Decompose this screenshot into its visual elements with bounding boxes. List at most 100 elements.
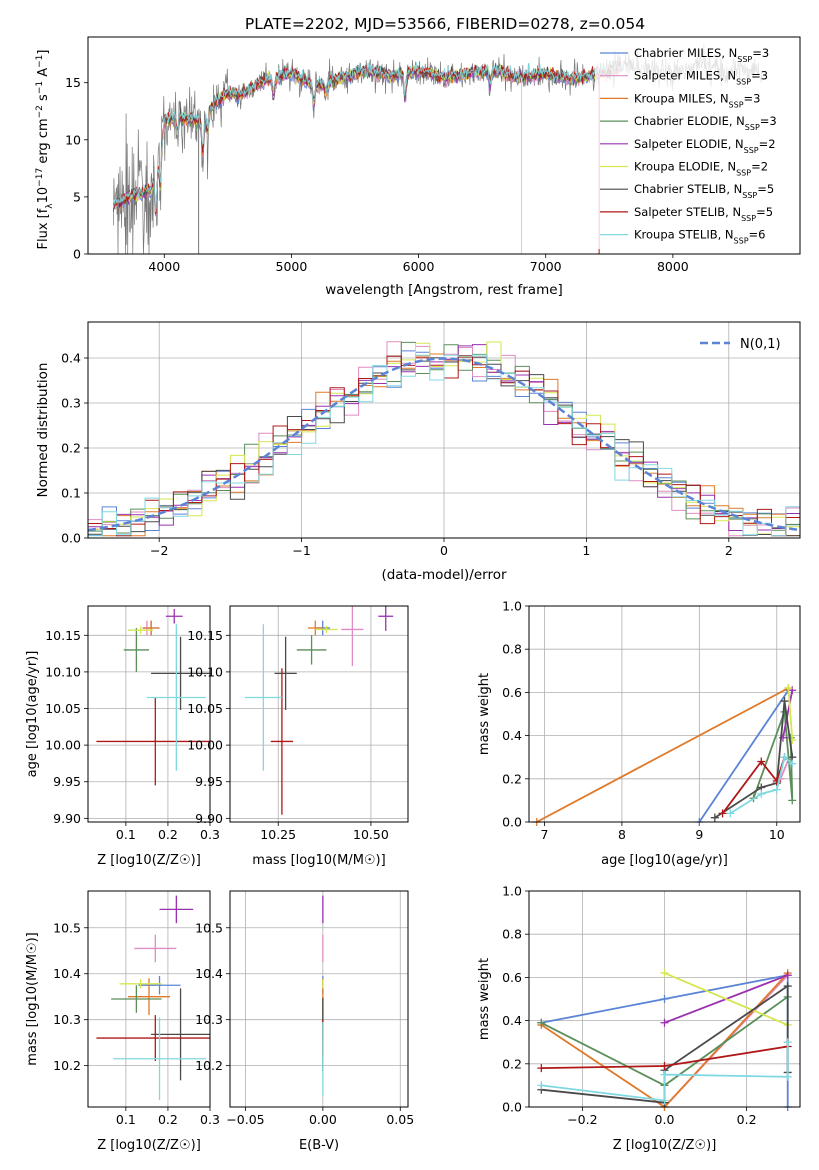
errorbar-point [96, 697, 210, 786]
legend-label-part: =6 [749, 228, 766, 242]
y-axis-label-part: −1 [35, 81, 45, 94]
y-tick-label: 0.0 [502, 1100, 522, 1115]
mass-weight-marker [537, 1018, 546, 1027]
legend-label-part: =3 [752, 46, 769, 60]
legend-label-part: SSP [736, 77, 751, 86]
mass-weight-marker [660, 1018, 669, 1027]
y-tick-label: 1.0 [502, 599, 522, 614]
legend-label-part: =2 [759, 137, 776, 151]
y-axis-label: mass [log10(M/M☉)] [25, 932, 40, 1065]
y-tick-label: 10.15 [187, 628, 223, 643]
mass-weight-marker [660, 1061, 669, 1070]
y-axis-label: age [log10(age/yr)] [25, 651, 40, 778]
y-tick-label: 5 [73, 189, 81, 204]
mass-weight-line [540, 972, 789, 1107]
y-tick-label: 10.4 [195, 966, 223, 981]
legend-label-part: SSP [742, 191, 757, 200]
legend-label: Salpeter ELODIE, NSSP=2 [634, 137, 776, 155]
y-axis-label-part: ] [36, 50, 51, 55]
legend-label-part: Kroupa STELIB, N [634, 228, 734, 242]
x-tick-label: 0.3 [200, 1112, 220, 1127]
legend-label-part: =3 [744, 91, 761, 105]
x-tick-label: −0.05 [226, 1112, 264, 1127]
errorbar-point [151, 988, 210, 1081]
y-axis-label-part: Flux [f [36, 208, 51, 249]
mass-weight-marker [783, 1072, 792, 1081]
errorbar-point [134, 934, 177, 963]
mass-weight-marker [772, 785, 781, 794]
errorbar-point [113, 1017, 206, 1101]
legend-label-part: Chabrier ELODIE, N [634, 114, 745, 128]
figure-title: PLATE=2202, MJD=53566, FIBERID=0278, z=0… [245, 15, 645, 33]
legend-label-part: Salpeter STELIB, N [634, 205, 741, 219]
x-axis-label: Z [log10(Z/Z☉)] [97, 853, 201, 868]
legend-label-part: =3 [760, 114, 777, 128]
x-tick-label: −2 [150, 543, 168, 558]
x-tick-label: 0.1 [116, 827, 136, 842]
y-tick-label: 10.00 [45, 738, 81, 753]
y-tick-label: 0.0 [61, 531, 81, 546]
y-tick-label: 0.2 [502, 771, 522, 786]
legend-label-part: Salpeter ELODIE, N [634, 137, 744, 151]
x-tick-label: 6000 [403, 259, 435, 274]
mass-vs-Z-panel: 0.1 0.2 0.3 10.2 10.3 10.4 10.5 Z [log10(Z/Z☉)]… [25, 890, 220, 1153]
mass-weight-line [752, 711, 794, 801]
legend-label-part: Salpeter MILES, N [634, 69, 736, 83]
y-tick-label: 10.5 [53, 920, 81, 935]
x-tick-label: 10.25 [260, 827, 296, 842]
y-tick-label: 10.05 [45, 701, 81, 716]
legend-label: Kroupa ELODIE, NSSP=2 [634, 160, 768, 178]
legend-label: Kroupa STELIB, NSSP=6 [634, 228, 765, 246]
y-tick-label: 10.2 [53, 1058, 81, 1073]
errorbar-point [165, 608, 183, 624]
x-tick-label: 0.2 [158, 1112, 178, 1127]
y-tick-label: 0 [73, 247, 81, 262]
mass-weight-marker [788, 796, 797, 805]
legend-label-part: SSP [744, 145, 759, 154]
legend-label-part: =5 [756, 205, 773, 219]
y-tick-label: 0.1 [61, 486, 81, 501]
mass-vs-EBV-panel: −0.05 0.00 0.05 10.2 10.3 10.4 10.5 E(B-V) [195, 890, 414, 1153]
y-tick-label: 10.3 [53, 1012, 81, 1027]
weight-vs-age-panel: 7 8 9 10 0.0 0.2 0.4 0.6 0.8 1.0 age [log10(age/yr… [477, 599, 801, 868]
axes-frame [87, 36, 801, 255]
legend-label: Chabrier ELODIE, NSSP=3 [634, 114, 777, 132]
x-axis-label: Z [log10(Z/Z☉)] [97, 1138, 201, 1153]
axes-frame [229, 605, 409, 823]
legend-label: Salpeter MILES, NSSP=3 [634, 69, 768, 87]
errorbar-point [341, 606, 364, 667]
x-tick-label: 10 [769, 827, 785, 842]
legend-label: Chabrier STELIB, NSSP=5 [634, 182, 774, 200]
y-tick-label: 9.90 [53, 811, 81, 826]
mass-weight-line [664, 972, 789, 1026]
mass-weight-marker [783, 982, 792, 991]
mass-weight-line [698, 689, 790, 822]
errorbar-point [159, 895, 194, 924]
x-axis-label: wavelength [Angstrom, rest frame] [325, 282, 563, 298]
y-axis-label: Flux [fλ10−17 erg cm−2 s−1 A−1] [35, 50, 55, 250]
axes-frame [528, 890, 801, 1108]
y-tick-label: 10.15 [45, 628, 81, 643]
x-tick-label: 0 [440, 543, 448, 558]
legend-label-part: =5 [757, 182, 774, 196]
age-vs-mass-panel: 10.25 10.50 9.90 9.95 10.00 10.05 10.10 10.15 ma… [187, 605, 409, 868]
y-axis-label-part: −17 [35, 168, 45, 187]
y-tick-label: 0.8 [502, 642, 522, 657]
y-axis-label-part: λ [45, 203, 55, 209]
y-tick-label: 15 [65, 75, 81, 90]
x-axis-label: E(B-V) [299, 1138, 339, 1153]
y-tick-label: 10.2 [195, 1058, 223, 1073]
legend-label-part: Chabrier MILES, N [634, 46, 737, 60]
y-tick-label: 1.0 [502, 884, 522, 899]
x-tick-label: 5000 [276, 259, 308, 274]
y-tick-label: 10.3 [195, 1012, 223, 1027]
y-axis-label-part: s [36, 94, 51, 105]
y-tick-label: 0.2 [61, 441, 81, 456]
errorbar-point [270, 668, 294, 815]
legend-label: Chabrier MILES, NSSP=3 [634, 46, 769, 64]
legend-label-part: =3 [751, 69, 768, 83]
mass-weight-marker [788, 759, 797, 768]
mass-weight-marker [710, 813, 719, 822]
